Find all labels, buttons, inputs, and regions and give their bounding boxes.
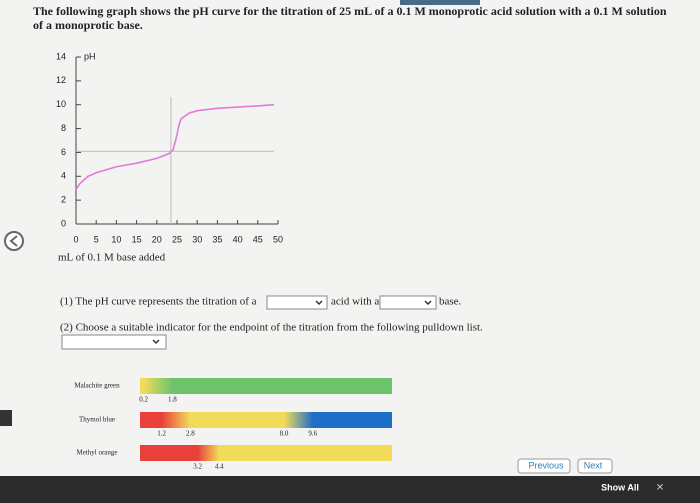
question-line: The following graph shows the pH curve f… (33, 4, 667, 18)
x-axis-label: mL of 0.1 M base added (58, 252, 166, 264)
indicator-chart: Malachite green 0.2 1.8 Thymol blue 1.2 2.8 8.… (74, 378, 392, 471)
transition-label: 4.4 (215, 463, 224, 471)
x-tick-label: 30 (192, 234, 202, 244)
previous-button[interactable] (517, 458, 571, 474)
transition-label: 1.8 (168, 396, 177, 404)
y-tick-label: 2 (61, 195, 66, 205)
dropdown-arrow (152, 339, 160, 345)
indicator-bar (140, 378, 392, 394)
indicator-dropdown[interactable] (61, 334, 167, 350)
part2-text: (2) Choose a suitable indicator for the … (60, 322, 483, 334)
y-tick-label: 0 (61, 218, 66, 228)
dropdown-arrow (315, 300, 323, 306)
x-tick-label: 35 (212, 234, 222, 244)
indicator-name: Malachite green (74, 382, 120, 390)
side-tab (0, 410, 12, 426)
x-tick-label: 10 (111, 234, 121, 244)
next-label: Next (584, 460, 603, 470)
back-arrow (9, 235, 18, 247)
y-tick-label: 12 (56, 75, 66, 85)
part1-text: acid with a (331, 296, 379, 308)
x-tick-label: 40 (233, 234, 243, 244)
y-tick-label: 4 (61, 171, 66, 181)
transition-label: 0.2 (139, 396, 148, 404)
y-tick-label: 8 (61, 123, 66, 133)
x-tick-label: 50 (273, 234, 283, 244)
bottom-bar (0, 476, 700, 503)
next-button[interactable] (577, 458, 613, 474)
x-tick-label: 20 (152, 234, 162, 244)
ph-chart: 0 2 4 6 8 10 12 14 0 5 10 15 20 25 30 35 40 45 50 pH mL of 0… (56, 51, 283, 263)
x-tick-label: 25 (172, 234, 182, 244)
y-tick-label: 6 (61, 147, 66, 157)
part1-text: base. (439, 296, 462, 308)
base-dropdown[interactable] (379, 295, 437, 310)
top-tab (400, 0, 480, 5)
x-tick-label: 45 (253, 234, 263, 244)
indicator-name: Methyl orange (76, 449, 117, 457)
ph-curve (75, 103, 275, 190)
transition-label: 9.6 (308, 430, 317, 438)
transition-label: 2.8 (186, 430, 195, 438)
dropdown-arrow (424, 300, 432, 306)
question-line: of a monoprotic base. (33, 18, 143, 32)
y-tick-label: 10 (56, 99, 66, 109)
x-tick-label: 15 (132, 234, 142, 244)
show-all[interactable]: Show All (601, 482, 639, 492)
x-tick-label: 0 (73, 234, 78, 244)
back-icon[interactable] (4, 231, 24, 251)
y-axis-label: pH (84, 51, 96, 61)
transition-label: 8.0 (280, 430, 289, 438)
transition-label: 3.2 (193, 463, 202, 471)
y-tick-label: 14 (56, 51, 66, 61)
indicator-bar (140, 412, 392, 428)
x-tick-label: 5 (94, 234, 99, 244)
indicator-bar (140, 445, 392, 461)
part1-text: (1) The pH curve represents the titratio… (60, 296, 257, 308)
transition-label: 1.2 (157, 430, 166, 438)
previous-label: Previous (528, 460, 564, 470)
indicator-name: Thymol blue (79, 416, 115, 424)
acid-dropdown[interactable] (266, 295, 328, 310)
close[interactable]: ✕ (656, 483, 664, 494)
